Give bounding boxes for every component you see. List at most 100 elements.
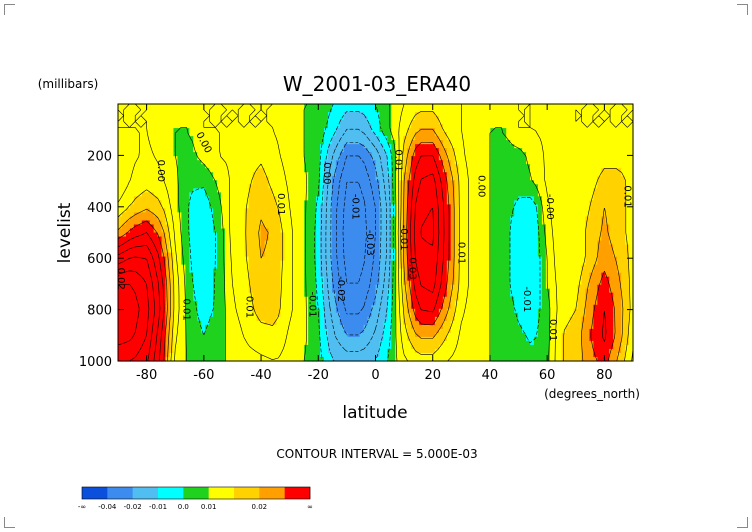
heatmap-cell	[625, 232, 630, 238]
heatmap-cell	[355, 124, 361, 129]
heatmap-cell	[434, 208, 440, 214]
heatmap-cell	[355, 236, 361, 242]
heatmap-cell	[173, 224, 179, 230]
heatmap-cell	[625, 252, 630, 258]
heatmap-cell	[351, 164, 357, 169]
heatmap-cell	[296, 216, 301, 222]
heatmap-cell	[601, 220, 606, 226]
heatmap-cell	[288, 220, 293, 226]
heatmap-cell	[137, 160, 143, 165]
heatmap-cell	[609, 112, 614, 117]
heatmap-cell	[145, 108, 151, 113]
heatmap-cell	[470, 144, 476, 149]
heatmap-cell	[462, 196, 468, 201]
heatmap-cell	[613, 188, 618, 193]
heatmap-cell	[522, 232, 527, 238]
heatmap-cell	[442, 140, 448, 145]
heatmap-cell	[363, 228, 369, 234]
heatmap-cell	[181, 108, 186, 113]
heatmap-cell	[260, 160, 266, 165]
heatmap-cell	[625, 156, 630, 161]
heatmap-cell	[450, 156, 456, 161]
heatmap-cell	[351, 232, 357, 238]
heatmap-cell	[462, 176, 468, 181]
heatmap-cell	[264, 196, 270, 201]
heatmap-cell	[458, 240, 464, 246]
heatmap-cell	[383, 144, 388, 149]
heatmap-cell	[280, 200, 285, 205]
heatmap-cell	[256, 240, 262, 246]
heatmap-cell	[133, 188, 139, 193]
heatmap-cell	[288, 240, 293, 246]
heatmap-cell	[526, 204, 531, 210]
heatmap-cell	[300, 224, 305, 230]
heatmap-cell	[335, 152, 341, 157]
heatmap-cell	[454, 184, 460, 189]
heatmap-cell	[486, 220, 491, 226]
heatmap-cell	[236, 176, 242, 181]
heatmap-cell	[161, 180, 167, 185]
heatmap-cell	[621, 180, 626, 185]
heatmap-cell	[316, 216, 321, 222]
heatmap-cell	[292, 200, 297, 205]
heatmap-cell	[474, 232, 480, 238]
heatmap-cell	[145, 180, 151, 185]
heatmap-cell	[157, 132, 163, 137]
heatmap-cell	[466, 112, 472, 117]
heatmap-cell	[466, 128, 472, 133]
heatmap-cell	[553, 220, 559, 226]
heatmap-cell	[403, 132, 408, 137]
heatmap-cell	[411, 132, 416, 137]
heatmap-cell	[224, 172, 230, 177]
heatmap-cell	[454, 180, 460, 185]
heatmap-cell	[324, 104, 329, 109]
heatmap-cell	[137, 252, 143, 258]
heatmap-cell	[284, 252, 289, 258]
heatmap-cell	[363, 152, 369, 157]
heatmap-cell	[541, 208, 547, 214]
heatmap-cell	[157, 204, 163, 210]
heatmap-cell	[367, 156, 373, 161]
heatmap-cell	[347, 236, 353, 242]
heatmap-cell	[470, 128, 476, 133]
heatmap-cell	[256, 144, 262, 149]
heatmap-cell	[391, 192, 396, 197]
heatmap-cell	[613, 104, 618, 109]
heatmap-cell	[320, 248, 325, 254]
heatmap-cell	[145, 192, 151, 197]
heatmap-cell	[589, 244, 594, 250]
heatmap-cell	[121, 220, 127, 226]
heatmap-cell	[514, 132, 519, 137]
heatmap-cell	[533, 132, 539, 137]
heatmap-cell	[601, 152, 606, 157]
heatmap-cell	[403, 236, 408, 242]
heatmap-cell	[264, 144, 270, 149]
heatmap-cell	[252, 224, 258, 230]
heatmap-cell	[577, 236, 583, 242]
heatmap-cell	[181, 224, 186, 230]
heatmap-cell	[450, 212, 456, 218]
heatmap-cell	[201, 176, 206, 181]
heatmap-cell	[518, 228, 523, 234]
heatmap-cell	[161, 204, 167, 210]
heatmap-cell	[165, 248, 171, 254]
heatmap-cell	[514, 120, 519, 125]
heatmap-cell	[367, 184, 373, 189]
heatmap-cell	[149, 236, 155, 242]
heatmap-cell	[137, 208, 143, 214]
heatmap-cell	[161, 112, 167, 117]
heatmap-cell	[367, 224, 373, 230]
heatmap-cell	[181, 164, 186, 169]
heatmap-cell	[197, 240, 202, 246]
heatmap-cell	[300, 188, 305, 193]
heatmap-cell	[589, 132, 594, 137]
heatmap-cell	[458, 108, 464, 113]
heatmap-cell	[514, 148, 519, 153]
heatmap-cell	[498, 192, 503, 197]
heatmap-cell	[308, 192, 313, 197]
heatmap-cell	[141, 184, 147, 189]
heatmap-cell	[466, 104, 472, 109]
heatmap-cell	[545, 160, 551, 165]
heatmap-cell	[209, 216, 214, 222]
heatmap-cell	[121, 216, 127, 222]
